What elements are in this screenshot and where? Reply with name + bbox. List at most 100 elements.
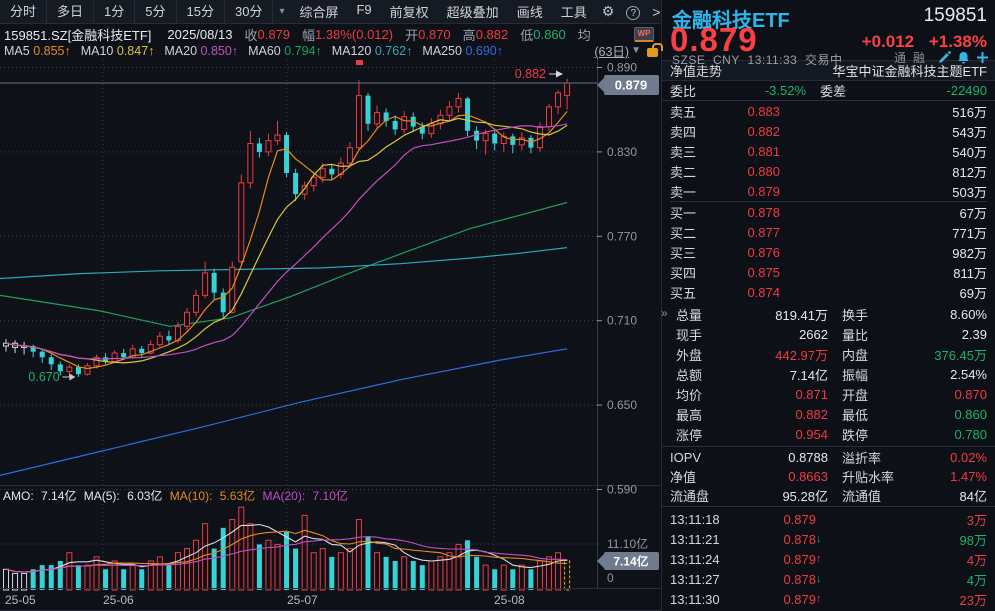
quote-header: 金融科技ETF 159851 0.879 +0.012 +1.38% SZSE … (662, 0, 995, 67)
svg-text:0.710: 0.710 (607, 314, 637, 328)
menu-item[interactable]: 前复权 (389, 5, 429, 20)
stat-label: 涨停 (676, 427, 703, 443)
tick-time: 13:11:27 (670, 571, 720, 587)
tab-item[interactable]: 分时 (0, 0, 48, 24)
menu-item[interactable]: 超级叠加 (446, 5, 499, 20)
menu-item[interactable]: 工具 (560, 5, 587, 20)
book-level-label: 买四 (670, 265, 697, 281)
expand-arrow-icon[interactable]: > (652, 3, 661, 20)
edit-pencil-icon[interactable] (938, 51, 951, 64)
book-level-label: 卖一 (670, 184, 697, 200)
stat-label: 外盘 (676, 347, 703, 363)
ask-row[interactable]: 卖一 0.879 503万 (670, 181, 987, 201)
chart-area: 0.882 0.670 0.890 0.830 0.770 0.710 0.650 0.590… (0, 0, 663, 611)
tick-price: 0.879 (783, 591, 816, 607)
amo-ma5-value: 6.03亿 (127, 489, 163, 503)
tick-time: 13:11:21 (670, 531, 720, 547)
alert-bell-icon[interactable] (957, 51, 970, 64)
book-volume: 540万 (952, 144, 987, 160)
book-volume: 982万 (952, 245, 987, 261)
tab-item[interactable]: 30分 (225, 0, 274, 24)
ask-row[interactable]: 卖三 0.881 540万 (670, 141, 987, 161)
margin-tradable-badge: 通 (893, 51, 906, 65)
stat-value: 8.60% (950, 306, 987, 322)
ma-name: MA10 (80, 43, 117, 58)
stat-value: 1.47% (950, 469, 987, 484)
tick-price: 0.879 (783, 511, 816, 527)
stat-label: IOPV (670, 450, 702, 465)
bid-row[interactable]: 买一 0.878 67万 (670, 202, 987, 222)
svg-text:0.890: 0.890 (607, 61, 637, 75)
trade-tick-row: 13:11:24 0.879 ↑ 4万 (670, 549, 987, 569)
stat-label: 总额 (676, 367, 703, 383)
ask-row[interactable]: 卖四 0.882 543万 (670, 121, 987, 141)
weicha-label: 委差 (820, 84, 847, 99)
tab-item[interactable]: 1分 (94, 0, 136, 24)
bid-row[interactable]: 买三 0.876 982万 (670, 242, 987, 262)
amo-ma5-label: MA(5): (83, 489, 120, 503)
wencai-wp-icon[interactable]: WP (634, 26, 654, 42)
more-periods-dropdown-icon[interactable]: ▾ (279, 5, 285, 17)
volume-legend-row: AMO: 7.14亿 MA(5): 6.03亿 MA(10): 5.63亿 MA… (3, 487, 352, 504)
stat-value: 2.39 (961, 326, 987, 342)
svg-text:0.590: 0.590 (607, 483, 637, 497)
iopv-section: IOPV 0.8788 溢折率 0.02% 净值 0.8663 升贴水率 1.47% 流通盘 95… (662, 447, 995, 507)
close-value: 0.879 (257, 26, 291, 42)
nav-trend-tab[interactable]: 净值走势 华宝中证金融科技主题ETF (662, 61, 995, 81)
bid-row[interactable]: 买五 0.874 69万 (670, 282, 987, 302)
menu-item[interactable]: F9 (356, 2, 372, 17)
trade-tick-row: 13:11:30 0.879 ↑ 23万 (670, 589, 987, 609)
close-label: 收 (244, 27, 258, 43)
menu-item[interactable]: 画线 (516, 5, 543, 20)
menu-item[interactable]: 综合屏 (299, 5, 339, 20)
stat-label: 跌停 (842, 427, 869, 443)
bid-row[interactable]: 买四 0.875 811万 (670, 262, 987, 282)
tick-price: 0.879 (783, 551, 816, 567)
trade-tick-row: 13:11:18 0.879 3万 (670, 509, 987, 529)
stat-label: 净值 (670, 470, 697, 485)
bid-book: 买一 0.878 67万 买二 0.877 771万 买三 0.876 982万 买四 0.875 8… (662, 202, 995, 302)
bid-row[interactable]: 买二 0.877 771万 (670, 222, 987, 242)
period-range-caret-icon[interactable]: ▼ (631, 45, 641, 56)
settings-gear-icon[interactable]: ⚙ (601, 3, 615, 19)
ask-row[interactable]: 卖二 0.880 812万 (670, 161, 987, 181)
tick-price: 0.878 (783, 531, 816, 547)
market-status-line: SZSE CNY 13:11:33 交易中 (672, 51, 843, 68)
stat-value: 442.97万 (775, 347, 828, 363)
stat-label: 最低 (842, 407, 869, 423)
period-range-dropdown[interactable]: (63日) (594, 45, 630, 59)
book-price: 0.882 (747, 123, 780, 139)
ma-value: 0.794↑ (284, 43, 322, 58)
short-sellable-badge: 融 (912, 51, 925, 65)
help-icon[interactable]: ? (620, 3, 646, 20)
unlock-icon[interactable] (647, 43, 663, 57)
stat-label: 流通值 (842, 489, 882, 504)
stat-row: 涨停 0.954 跌停 0.780 (670, 424, 987, 444)
security-code: 159851 (923, 5, 987, 26)
candlestick-chart[interactable]: 0.882 0.670 0.890 0.830 0.770 0.710 0.650 0.590… (0, 0, 661, 611)
trade-date: 2025/08/13 (167, 26, 233, 42)
book-volume: 503万 (952, 184, 987, 200)
tick-up-arrow-icon: ↑ (816, 593, 822, 605)
stat-value: 376.45万 (934, 347, 987, 363)
add-plus-icon[interactable] (976, 51, 989, 64)
ask-row[interactable]: 卖五 0.883 516万 (670, 101, 987, 121)
ma-legend-item: MA60 0.794↑ (248, 44, 322, 58)
ma-value: 0.690↑ (465, 43, 503, 58)
tab-item[interactable]: 多日 (47, 0, 95, 24)
book-level-label: 卖四 (670, 124, 697, 140)
book-price: 0.879 (747, 183, 780, 199)
ma-name: MA5 (4, 43, 34, 58)
ma-legend-items: MA5 0.855↑ MA10 0.847↑ MA20 0.850↑ MA60 0.7… (4, 44, 513, 58)
ma-legend-item: MA5 0.855↑ (4, 44, 71, 58)
stat-row: 净值 0.8663 升贴水率 1.47% (670, 467, 987, 486)
stat-row: 流通盘 95.28亿 流通值 84亿 (670, 486, 987, 505)
quote-summary-row: 159851.SZ[金融科技ETF] 2025/08/13 收 0.879 幅 … (4, 26, 658, 43)
tab-item[interactable]: 5分 (135, 0, 177, 24)
ma-value: 0.847↑ (116, 43, 155, 58)
ask-book: 卖五 0.883 516万 卖四 0.882 543万 卖三 0.881 540万 卖二 0.880… (662, 101, 995, 201)
collapse-panel-icon[interactable]: » (661, 306, 668, 320)
tab-item[interactable]: 15分 (177, 0, 225, 24)
svg-text:0.650: 0.650 (607, 398, 637, 412)
